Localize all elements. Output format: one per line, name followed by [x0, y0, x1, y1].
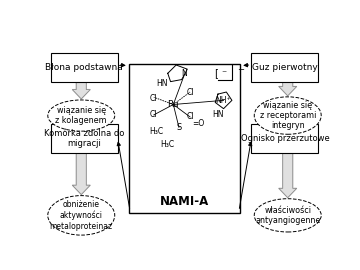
Text: H₃C: H₃C: [161, 140, 175, 148]
Text: Cl: Cl: [150, 110, 158, 119]
Text: NAMI-A: NAMI-A: [160, 195, 209, 208]
Text: Guz pierwotny: Guz pierwotny: [252, 63, 318, 72]
Text: właściwości
antyangiogenne: właściwości antyangiogenne: [255, 206, 320, 225]
Text: Cl: Cl: [186, 113, 194, 122]
Text: −: −: [238, 65, 244, 74]
Ellipse shape: [48, 100, 115, 131]
Bar: [251, 53, 319, 82]
Text: Komórka zdolna do
migracji: Komórka zdolna do migracji: [44, 129, 124, 148]
Bar: [50, 53, 117, 82]
Text: Ognisko przerzutowe: Ognisko przerzutowe: [240, 134, 329, 143]
Text: Błona podstawna: Błona podstawna: [45, 63, 123, 72]
Polygon shape: [72, 82, 90, 99]
Text: HN: HN: [212, 110, 224, 119]
Text: wiązanie się
z kolagenem: wiązanie się z kolagenem: [55, 106, 107, 125]
Text: Ru: Ru: [167, 100, 179, 109]
Polygon shape: [279, 153, 297, 198]
Text: =O: =O: [192, 119, 204, 128]
Text: wiązanie się
z receptorami
integryn: wiązanie się z receptorami integryn: [260, 101, 316, 130]
Polygon shape: [279, 82, 297, 96]
Text: [ ⁻: [ ⁻: [215, 68, 227, 78]
Text: Cl: Cl: [186, 87, 194, 97]
Bar: [50, 124, 117, 153]
Text: S: S: [176, 123, 181, 132]
Text: N: N: [182, 69, 187, 78]
Text: NH⁺: NH⁺: [216, 96, 231, 105]
Bar: [129, 64, 240, 213]
Ellipse shape: [48, 195, 115, 235]
Ellipse shape: [254, 97, 321, 134]
Text: H₃C: H₃C: [149, 127, 164, 136]
Text: Cl: Cl: [150, 94, 158, 103]
Ellipse shape: [254, 199, 321, 232]
Bar: [251, 124, 319, 153]
Text: obniżenie
aktywności
metaloproteinaz: obniżenie aktywności metaloproteinaz: [50, 200, 113, 231]
Text: HN: HN: [157, 79, 168, 88]
Polygon shape: [72, 153, 90, 195]
